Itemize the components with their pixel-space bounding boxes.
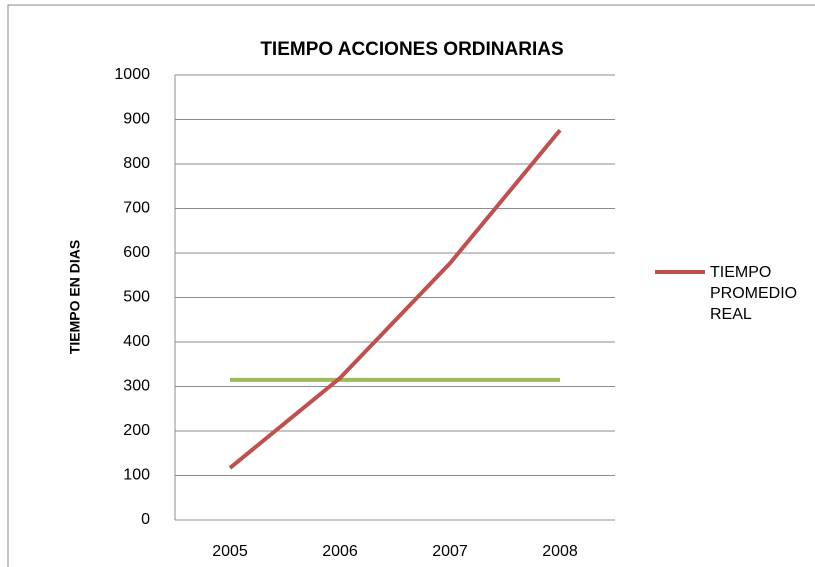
chart-frame [7,4,815,567]
y-tick-label: 100 [123,467,150,484]
y-tick-label: 200 [123,422,150,439]
y-axis-label: TIEMPO EN DIAS [67,240,83,354]
y-tick-label: 700 [123,200,150,217]
y-tick-label: 1000 [114,66,150,83]
x-tick-label: 2008 [542,543,578,560]
y-tick-label: 900 [123,111,150,128]
y-tick-label: 600 [123,244,150,261]
series-line [228,128,562,470]
y-tick-label: 800 [123,155,150,172]
y-tick-label: 300 [123,378,150,395]
x-tick-label: 2007 [432,543,468,560]
y-tick-label: 0 [141,511,150,528]
y-tick-label: 500 [123,289,150,306]
legend-label: TIEMPO PROMEDIO REAL [710,264,798,323]
y-tick-label: 400 [123,333,150,350]
x-tick-label: 2006 [322,543,358,560]
x-tick-label: 2005 [212,543,248,560]
chart-title: TIEMPO ACCIONES ORDINARIAS [260,39,563,60]
